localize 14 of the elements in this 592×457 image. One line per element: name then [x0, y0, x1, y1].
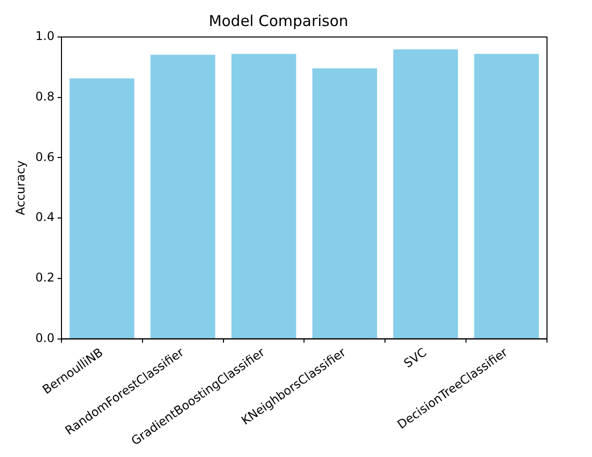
y-tick-label: 0.0	[35, 330, 54, 345]
chart-title: Model Comparison	[208, 12, 348, 30]
y-tick-label: 0.4	[35, 210, 54, 224]
y-tick-label: 1.0	[35, 29, 54, 44]
y-tick-label: 0.8	[35, 89, 54, 104]
y-tick-label: 0.6	[35, 150, 54, 164]
bar	[393, 49, 458, 338]
y-tick-label: 0.2	[35, 270, 54, 285]
bar	[150, 54, 216, 338]
bar	[474, 54, 539, 338]
bar	[312, 68, 378, 338]
bar	[231, 54, 296, 338]
y-axis-title: Accuracy	[13, 160, 28, 216]
bar	[70, 78, 134, 338]
